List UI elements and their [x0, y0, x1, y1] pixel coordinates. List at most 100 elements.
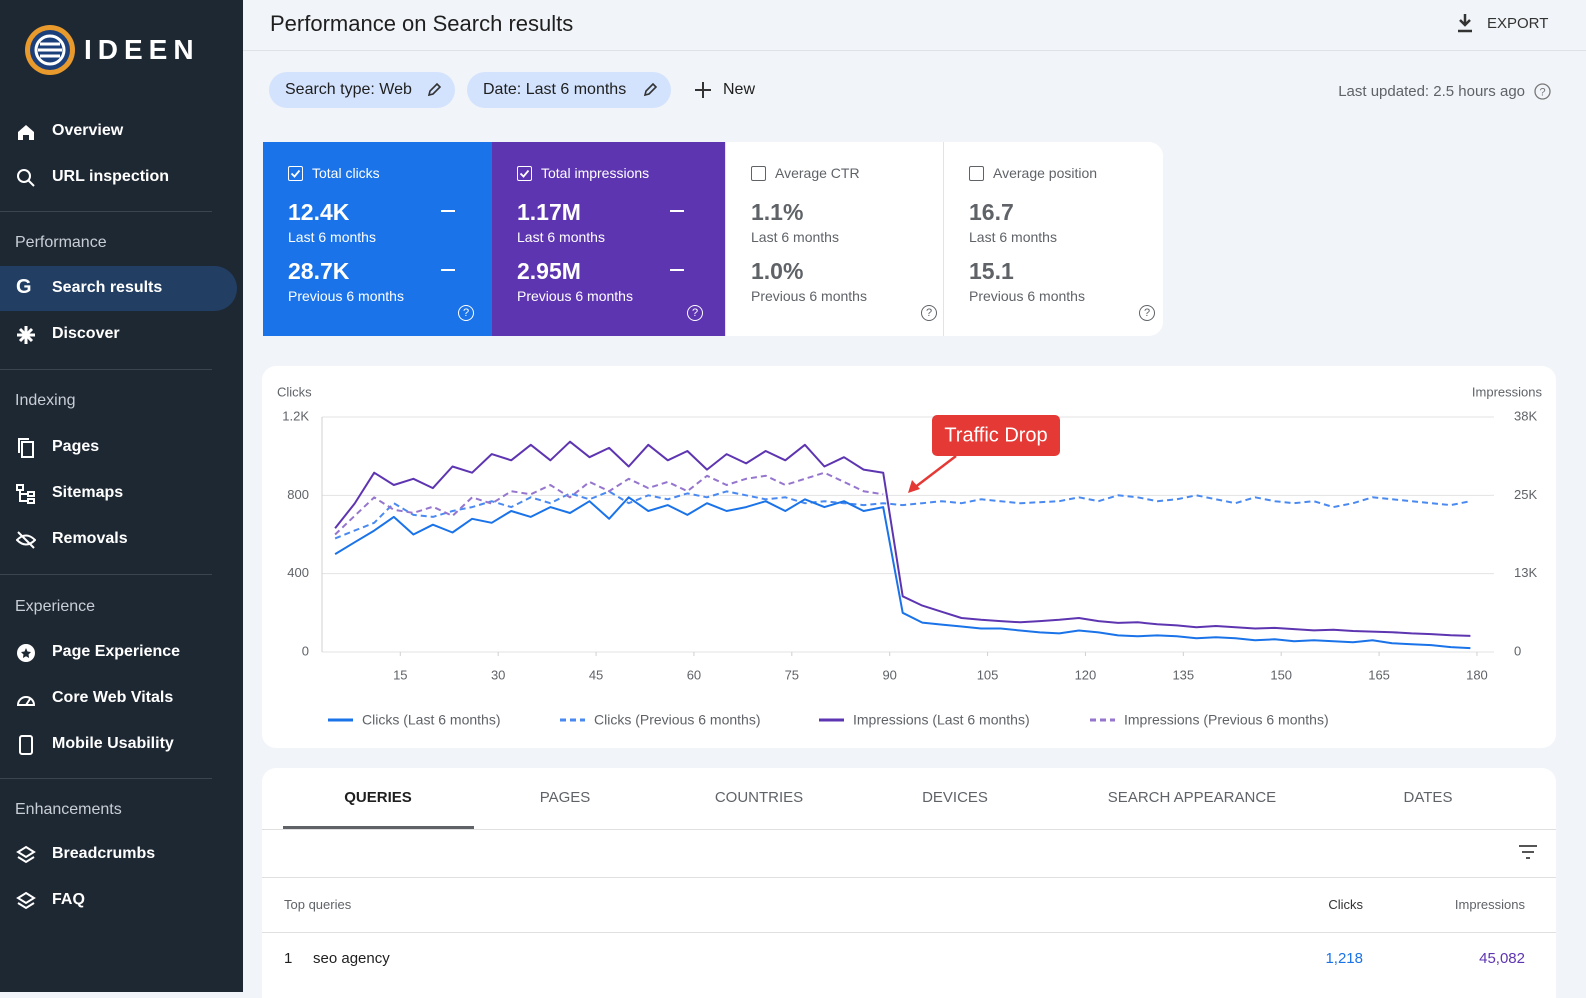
help-icon[interactable]: ?: [458, 305, 474, 321]
clicks-cell: 1,218: [1325, 950, 1363, 967]
table-card: [262, 768, 1556, 998]
trend-dash: [670, 269, 684, 271]
x-tick-label: 150: [1270, 667, 1292, 682]
export-icon: [1458, 14, 1472, 33]
y-axis-title: Clicks: [277, 384, 312, 399]
icon: [16, 531, 36, 549]
metric-period: Last 6 months: [288, 229, 376, 245]
metric-value: 12.4K: [288, 199, 350, 225]
metric-label: Average CTR: [775, 165, 860, 181]
icon: [18, 438, 34, 458]
icon: [16, 891, 36, 910]
help-icon[interactable]: ?: [1534, 83, 1551, 100]
impressions-cell: 45,082: [1479, 950, 1525, 967]
metric-card[interactable]: Total clicks 12.4K Last 6 months 28.7K Previ…: [263, 142, 492, 336]
divider: [0, 369, 212, 370]
y2-tick-label: 25K: [1514, 487, 1537, 502]
filter-icon[interactable]: [1518, 844, 1538, 860]
divider: [262, 877, 1556, 878]
divider: [0, 778, 212, 779]
help-icon[interactable]: ?: [921, 305, 937, 321]
metric-prev-period: Previous 6 months: [288, 288, 404, 304]
filter-chip[interactable]: Date: Last 6 months: [467, 72, 671, 108]
x-tick-label: 135: [1172, 667, 1194, 682]
x-tick-label: 105: [977, 667, 999, 682]
trend-dash: [441, 269, 455, 271]
tab[interactable]: QUERIES: [344, 789, 412, 806]
metric-label: Average position: [993, 165, 1098, 181]
nav-item[interactable]: Core Web Vitals: [52, 689, 174, 706]
sidebar: IDEEN Overview URL inspection Performanc…: [0, 0, 243, 992]
nav-item[interactable]: Removals: [52, 530, 128, 547]
metric-prev-value: 28.7K: [288, 258, 350, 284]
icon: [16, 696, 36, 706]
legend-label: Impressions (Previous 6 months): [1124, 712, 1329, 728]
metric-card[interactable]: Average position 16.7 Last 6 months 15.1 Pre…: [943, 142, 1163, 336]
nav-item[interactable]: Breadcrumbs: [52, 845, 156, 862]
legend-label: Clicks (Previous 6 months): [594, 712, 761, 728]
nav-item[interactable]: Mobile Usability: [52, 735, 174, 752]
tab[interactable]: DATES: [1403, 789, 1453, 806]
metric-label: Total impressions: [541, 165, 650, 181]
tab[interactable]: SEARCH APPEARANCE: [1107, 789, 1277, 806]
section-title: Indexing: [15, 392, 76, 409]
active-tab-underline: [283, 826, 474, 829]
nav-item[interactable]: Discover: [52, 325, 120, 342]
edit-icon: [427, 83, 441, 97]
help-icon[interactable]: ?: [687, 305, 703, 321]
checkbox[interactable]: [751, 166, 766, 181]
query[interactable]: seo agency: [313, 950, 390, 967]
checkbox[interactable]: [517, 166, 532, 181]
annotation-text: Traffic Drop: [944, 424, 1047, 446]
legend-label: Clicks (Last 6 months): [362, 712, 500, 728]
y-tick-label: 0: [302, 643, 309, 658]
section-title: Enhancements: [15, 801, 122, 818]
column-header[interactable]: Clicks: [1328, 897, 1363, 912]
help-icon[interactable]: ?: [1139, 305, 1155, 321]
chart: Clicks Impressions 0 400 800 1.2K 0 13K 25K 38K…: [277, 384, 1543, 728]
brand: IDEEN: [84, 34, 200, 65]
y-tick-label: 800: [287, 487, 309, 502]
edit-icon: [643, 83, 657, 97]
metric-label: Total clicks: [312, 165, 380, 181]
x-tick-label: 30: [491, 667, 505, 682]
nav-item[interactable]: Search results: [52, 279, 163, 296]
icon: [17, 169, 35, 187]
icon: [16, 484, 35, 504]
metric-prev-value: 1.0%: [751, 258, 804, 284]
tab[interactable]: PAGES: [539, 789, 591, 806]
export-button[interactable]: EXPORT: [1487, 15, 1549, 32]
tab[interactable]: COUNTRIES: [714, 789, 804, 806]
column-header[interactable]: Impressions: [1454, 897, 1525, 912]
checkbox[interactable]: [969, 166, 984, 181]
series-line: [334, 471, 884, 536]
x-tick-label: 60: [687, 667, 701, 682]
nav-item[interactable]: Overview: [52, 122, 124, 139]
divider: [0, 211, 212, 212]
filter-chip[interactable]: Search type: Web: [269, 72, 455, 108]
new-filter[interactable]: New: [723, 81, 756, 98]
trend-dash: [441, 210, 455, 212]
x-tick-label: 180: [1466, 667, 1488, 682]
metric-card[interactable]: Total impressions 1.17M Last 6 months 2.95M…: [492, 142, 725, 336]
metric-prev-value: 15.1: [969, 258, 1014, 284]
nav-item[interactable]: URL inspection: [52, 168, 170, 185]
icon: [19, 735, 33, 755]
nav-item[interactable]: Pages: [52, 438, 100, 455]
section-title: Experience: [15, 598, 96, 615]
metric-card[interactable]: Average CTR 1.1% Last 6 months 1.0% Previous…: [725, 142, 943, 336]
annotation-arrowhead: [908, 480, 920, 493]
chart-card: [262, 366, 1556, 748]
y2-tick-label: 0: [1514, 643, 1521, 658]
nav-item[interactable]: Sitemaps: [52, 484, 124, 501]
series-line: [334, 440, 1471, 637]
metric-period: Last 6 months: [517, 229, 605, 245]
trend-dash: [670, 210, 684, 212]
last-updated: Last updated: 2.5 hours ago: [1338, 83, 1525, 100]
nav-item[interactable]: FAQ: [52, 891, 85, 908]
metric-period: Last 6 months: [969, 229, 1057, 245]
y2-tick-label: 38K: [1514, 408, 1537, 423]
tab[interactable]: DEVICES: [922, 789, 988, 806]
nav-item[interactable]: Page Experience: [52, 643, 181, 660]
checkbox[interactable]: [288, 166, 303, 181]
